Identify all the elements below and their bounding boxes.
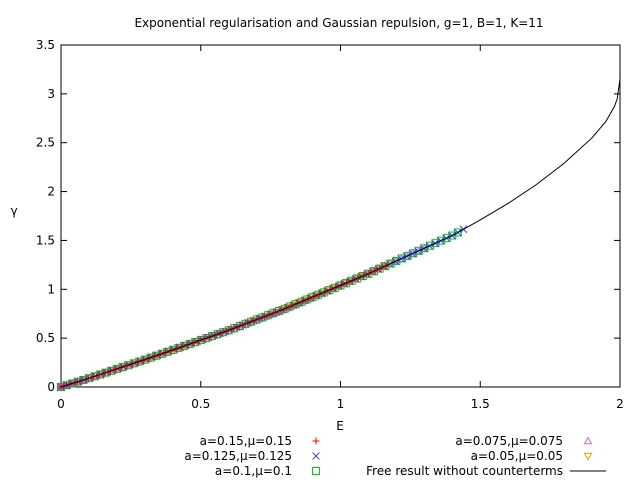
legend-marker [583, 436, 593, 445]
x-tick-label: 0.5 [191, 397, 210, 411]
x-axis-label: E [336, 419, 344, 433]
x-tick-label: 2 [616, 397, 624, 411]
legend-entry: a=0.05,μ=0.05 [471, 449, 593, 463]
y-tick-label: 0.5 [36, 331, 55, 345]
legend-label: a=0.05,μ=0.05 [471, 449, 563, 463]
legend-entry: a=0.15,μ=0.15 [200, 434, 320, 448]
chart-title: Exponential regularisation and Gaussian … [134, 16, 543, 30]
x-tick-label: 1 [337, 397, 345, 411]
y-tick-label: 3 [47, 87, 55, 101]
data-point-square [453, 228, 462, 237]
legend-marker [312, 452, 320, 460]
x-tick-label: 0 [57, 397, 65, 411]
legend-label: a=0.1,μ=0.1 [215, 464, 292, 478]
plot-layer: 0 0.5 1 1.5 2 0 0.5 1 1.5 2 2.5 3 3.5 [36, 38, 624, 411]
legend-label: a=0.125,μ=0.125 [184, 449, 292, 463]
y-tick-label: 1.5 [36, 233, 55, 247]
legend-entry: a=0.075,μ=0.075 [455, 434, 593, 448]
legend-entry: a=0.1,μ=0.1 [215, 464, 320, 478]
y-tick-label: 2 [47, 185, 55, 199]
y-tick-label: 3.5 [36, 38, 55, 52]
legend-label: Free result without counterterms [366, 464, 563, 478]
legend-label: a=0.075,μ=0.075 [455, 434, 563, 448]
series-plus [57, 262, 389, 391]
legend-marker [583, 452, 593, 461]
y-tick-label: 0 [47, 380, 55, 394]
y-tick-label: 2.5 [36, 136, 55, 150]
free-result-line [60, 79, 621, 388]
x-tick-label: 1.5 [471, 397, 490, 411]
legend-entry: a=0.125,μ=0.125 [184, 449, 320, 463]
y-tick-label: 1 [47, 282, 55, 296]
legend-marker [312, 467, 320, 475]
legend-label: a=0.15,μ=0.15 [200, 434, 292, 448]
legend-entry: Free result without counterterms [366, 464, 606, 478]
plot-frame [60, 44, 621, 388]
legend-marker [312, 437, 320, 445]
y-axis-label: γ [10, 204, 17, 218]
legend-marker-d2 [312, 452, 320, 460]
